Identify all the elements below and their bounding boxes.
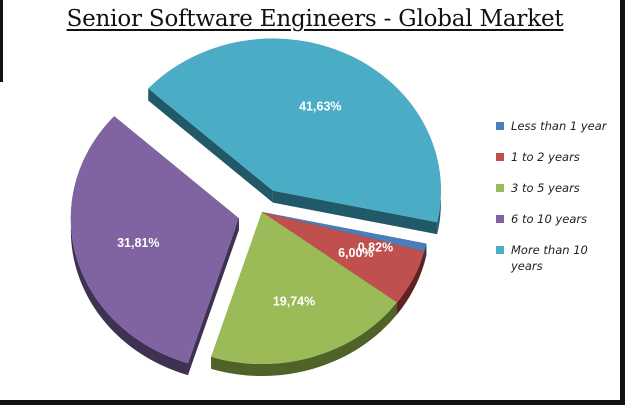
screenshot-edge-right	[620, 0, 625, 405]
pie-slice-more-than-10-years	[148, 38, 441, 223]
legend-label: More than 10 years	[511, 243, 588, 273]
legend-swatch	[496, 184, 504, 192]
slice-label-6-to-10-years: 31,81%	[117, 236, 159, 250]
legend-swatch	[496, 215, 504, 223]
chart-title: Senior Software Engineers - Global Marke…	[66, 6, 564, 32]
legend-swatch	[496, 153, 504, 161]
legend-item-1-to-2-years: 1 to 2 years	[496, 149, 618, 165]
screenshot-edge-bottom	[0, 400, 625, 405]
pie-slice-6-to-10-years	[70, 116, 239, 364]
pie-side-3-to-5-years	[211, 302, 397, 376]
slice-label-less-than-1-year: 0,82%	[358, 241, 393, 255]
legend: Less than 1 year 1 to 2 years 3 to 5 years…	[496, 118, 618, 289]
legend-item-6-to-10-years: 6 to 10 years	[496, 211, 618, 227]
legend-label: 1 to 2 years	[511, 150, 580, 164]
legend-label: 3 to 5 years	[511, 181, 580, 195]
screenshot-edge-left	[0, 0, 3, 82]
slice-label-3-to-5-years: 19,74%	[273, 295, 315, 309]
legend-swatch	[496, 246, 504, 254]
legend-item-more-than-10-years: More than 10 years	[496, 242, 618, 274]
legend-item-3-to-5-years: 3 to 5 years	[496, 180, 618, 196]
legend-swatch	[496, 122, 504, 130]
pie-wall-more-than-10-years-1	[272, 190, 438, 235]
legend-label: Less than 1 year	[511, 119, 607, 133]
legend-item-less-than-1-year: Less than 1 year	[496, 118, 618, 134]
pie-slice-1-to-2-years	[262, 212, 425, 303]
pie-slice-less-than-1-year	[262, 212, 427, 252]
slice-label-more-than-10-years: 41,63%	[299, 100, 341, 114]
pie-wall-6-to-10-years-0	[187, 218, 239, 376]
pie-side-6-to-10-years	[70, 116, 188, 376]
pie-wall-more-than-10-years-0	[148, 88, 273, 203]
pie-side-1-to-2-years	[396, 251, 425, 315]
legend-label: 6 to 10 years	[511, 212, 588, 226]
pie-slice-3-to-5-years	[211, 212, 397, 364]
slice-label-1-to-2-years: 6,00%	[338, 246, 373, 260]
